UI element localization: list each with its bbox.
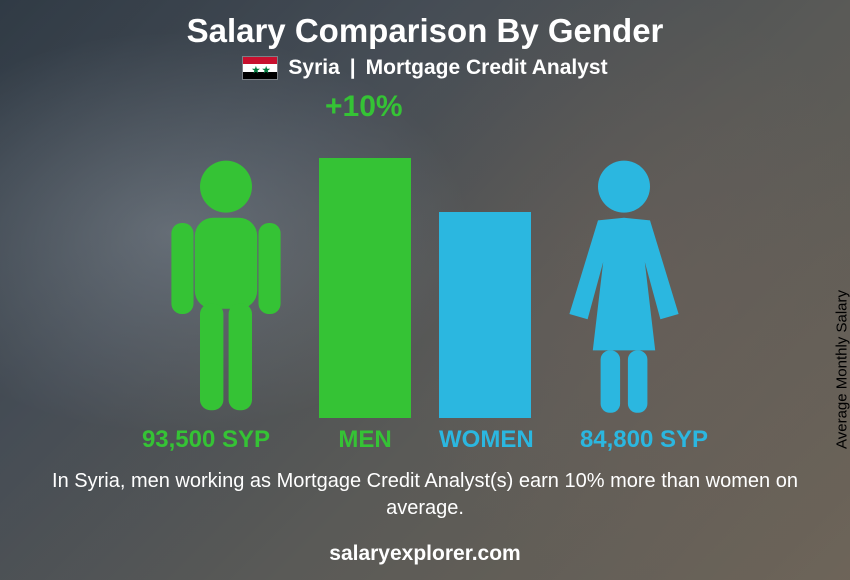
female-icon [559,158,689,418]
chart-area: +10% [0,80,850,454]
separator: | [350,56,356,80]
men-category-label: MEN [319,426,411,454]
subtitle-row: ★ ★ Syria | Mortgage Credit Analyst [242,56,607,80]
infographic-content: Salary Comparison By Gender ★ ★ Syria | … [0,0,850,580]
women-salary-value: 84,800 SYP [559,426,729,454]
delta-label: +10% [325,90,403,124]
male-icon [161,158,291,418]
male-icon-column [161,98,291,418]
women-category-label: WOMEN [439,426,531,454]
women-bar [439,212,531,418]
figures-row [161,98,689,418]
caption-text: In Syria, men working as Mortgage Credit… [45,468,805,522]
y-axis-label: Average Monthly Salary [834,290,850,449]
female-icon-column [559,98,689,418]
syria-flag-icon: ★ ★ [242,56,278,80]
labels-row: 93,500 SYP MEN WOMEN 84,800 SYP [0,426,850,454]
page-title: Salary Comparison By Gender [187,12,664,50]
job-title-label: Mortgage Credit Analyst [366,56,608,80]
footer-source: salaryexplorer.com [329,542,520,566]
men-bar [319,158,411,418]
country-label: Syria [288,56,339,80]
men-salary-value: 93,500 SYP [121,426,291,454]
